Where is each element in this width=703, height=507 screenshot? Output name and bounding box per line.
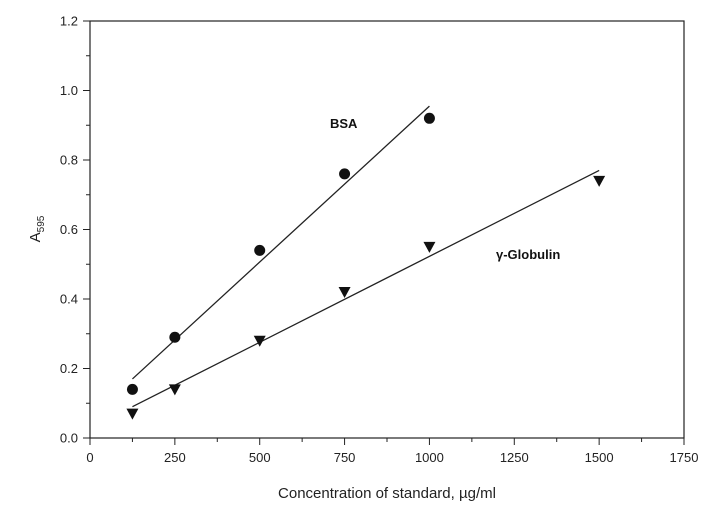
data-point-triangle: [423, 241, 436, 253]
y-tick-label: 0.8: [60, 153, 78, 168]
x-tick-label: 1250: [500, 450, 529, 465]
series-label-bsa: BSA: [330, 116, 358, 131]
x-tick-label: 1750: [670, 450, 699, 465]
x-tick-label: 750: [334, 450, 356, 465]
data-point-circle: [254, 244, 266, 256]
axis-ticks: 0 250 500 750 1000 1250 1500 1750 0.0 0.2 0.4 0.6 0.…: [60, 14, 699, 466]
x-tick-label: 0: [86, 450, 93, 465]
x-tick-label: 500: [249, 450, 271, 465]
data-markers: [126, 112, 606, 420]
y-tick-label: 0.6: [60, 222, 78, 237]
x-tick-label: 250: [164, 450, 186, 465]
fit-line: [131, 105, 430, 380]
y-axis-title: A595: [27, 215, 47, 242]
data-point-triangle: [168, 384, 181, 396]
regression-lines: [131, 105, 600, 408]
y-tick-label: 1.0: [60, 83, 78, 98]
y-axis-title-subscript: 595: [36, 215, 47, 232]
data-point-triangle: [126, 408, 139, 420]
x-tick-label: 1500: [585, 450, 614, 465]
y-tick-label: 0.2: [60, 361, 78, 376]
data-point-triangle: [253, 335, 266, 347]
y-axis-title-main: A: [27, 232, 44, 242]
plot-frame: [89, 20, 685, 439]
series-label-gamma-globulin: γ-Globulin: [496, 247, 560, 262]
data-point-circle: [339, 168, 351, 180]
data-point-circle: [126, 383, 138, 395]
y-tick-label: 0.0: [60, 431, 78, 446]
data-point-circle: [423, 112, 435, 124]
data-point-circle: [169, 331, 181, 343]
x-tick-label: 1000: [415, 450, 444, 465]
x-axis-title: Concentration of standard, µg/ml: [278, 485, 496, 502]
fit-line: [132, 169, 600, 408]
y-tick-label: 1.2: [60, 14, 78, 29]
data-point-triangle: [593, 175, 606, 187]
data-point-triangle: [338, 287, 351, 299]
y-tick-label: 0.4: [60, 292, 78, 307]
